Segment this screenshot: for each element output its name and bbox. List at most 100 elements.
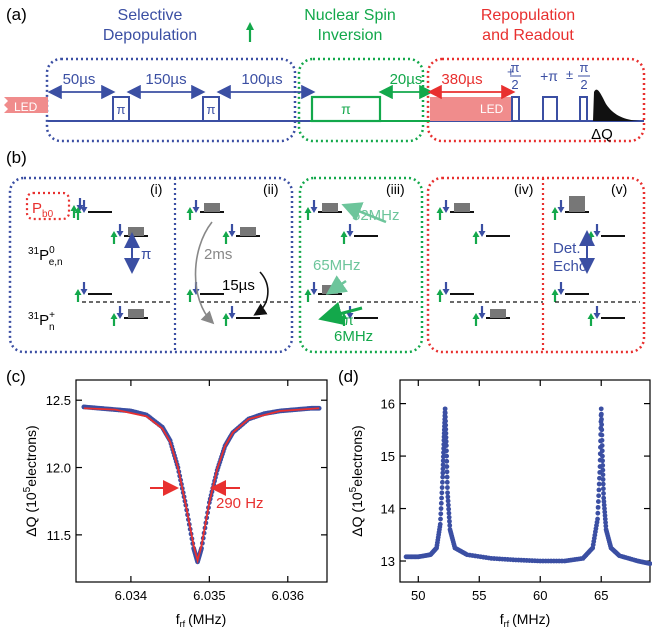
down-arrow-icon (191, 198, 201, 215)
down-arrow-icon (115, 222, 125, 239)
population-block (204, 203, 220, 212)
fit-line (83, 407, 320, 564)
x-tick-label: 6.034 (115, 588, 148, 603)
data-point (600, 486, 606, 492)
data-point (601, 502, 607, 508)
plot-d-content: 50 55 60 65 13 14 15 16 (381, 380, 652, 603)
data-point (600, 476, 606, 482)
data-point (444, 469, 450, 475)
stage2-box (297, 57, 425, 143)
data-point (442, 410, 448, 416)
data-point (440, 458, 446, 464)
rf-6mhz-pi: π (344, 312, 354, 328)
timing-50us: 50µs (63, 71, 96, 88)
data-point (444, 479, 450, 485)
half-pi-1-num: π (511, 60, 520, 75)
data-point (599, 432, 605, 438)
data-point (444, 474, 450, 480)
p0-label: 31P0 e,n (28, 245, 63, 268)
population-block (569, 196, 585, 212)
sub-label-ii: (ii) (263, 181, 279, 197)
readout-pulse-half-2 (579, 96, 588, 122)
rf-52mhz-arrow (341, 202, 387, 224)
down-arrow-icon (227, 222, 237, 239)
y-tick-label: 16 (381, 397, 395, 412)
stage3-box (426, 57, 646, 143)
stage-b-red-box (426, 176, 646, 354)
data-point (438, 500, 444, 506)
data-point (445, 490, 450, 496)
charge-transient-shape (590, 89, 640, 121)
up-arrow-icon (185, 205, 195, 222)
data-point (446, 514, 452, 520)
timing-380us: 380µs (441, 71, 482, 88)
data-point (597, 475, 602, 481)
rf-65mhz-label: 65MHz (313, 257, 361, 274)
population-block (490, 309, 506, 318)
data-point (443, 426, 449, 432)
x-tick-label: 55 (472, 588, 486, 603)
down-arrow-icon (477, 222, 487, 239)
pi-pulse-1 (112, 96, 130, 122)
sub-label-v: (v) (611, 181, 627, 197)
readout-pulse-pi (542, 96, 558, 122)
pi-pulse-2 (202, 96, 220, 122)
data-point (601, 490, 606, 496)
data-point (447, 518, 452, 524)
data-point (598, 406, 604, 412)
panel-d: (d) 50 55 60 65 13 14 15 16 ΔQ (105electrons) f… (338, 367, 652, 629)
data-point (595, 499, 601, 504)
data-point (443, 422, 449, 428)
pm-sign: ± (566, 67, 573, 82)
panel-b: (b) (i) (ii) (iii) (iv) (v) Pb0 31P0 e,n … (6, 148, 646, 354)
data-point (601, 499, 607, 504)
up-arrow-icon (586, 311, 596, 328)
x-tick-label: 6.036 (272, 588, 305, 603)
data-point (444, 458, 450, 464)
rf-6mhz-arrow (318, 301, 363, 326)
plot-c-xlabel: frf (MHz) (176, 611, 227, 629)
plot-c-content: 6.034 6.035 6.036 11.5 12.0 12.5 (46, 380, 327, 603)
plus-pi-label: +π (540, 68, 558, 84)
data-point (440, 462, 446, 468)
data-point (598, 411, 604, 417)
stage2-title-line2: Inversion (318, 27, 383, 44)
stage-b-green-box (298, 176, 424, 354)
up-arrow-icon (185, 287, 195, 304)
data-point (599, 416, 604, 422)
stage3-title-line1: Repopulation (481, 7, 575, 24)
down-arrow-icon (441, 198, 451, 215)
population-block (128, 227, 144, 236)
relax-15us-label: 15µs (222, 277, 255, 294)
panel-label-c: (c) (6, 367, 26, 386)
data-point (599, 437, 605, 443)
half-pi-2-den: 2 (580, 77, 587, 92)
x-tick-label: 65 (594, 588, 608, 603)
down-arrow-icon (227, 304, 237, 321)
data-point (603, 523, 609, 529)
up-arrow-icon (471, 229, 481, 246)
down-arrow-icon (441, 280, 451, 297)
data-point (602, 513, 608, 518)
population-block (322, 203, 338, 212)
up-arrow-icon (550, 205, 560, 222)
stage1-title-line2: Depopulation (103, 27, 197, 44)
population-block (240, 227, 256, 236)
population-block (454, 203, 470, 212)
relax-15us-arrow (253, 271, 269, 316)
data-point (599, 427, 605, 433)
panel-label-b: (b) (6, 148, 27, 167)
data-point (444, 448, 449, 454)
down-arrow-icon (309, 198, 319, 215)
relax-2ms-arrow (194, 221, 215, 325)
down-arrow-icon (477, 304, 487, 321)
x-tick-label: 6.035 (193, 588, 226, 603)
y-tick-label: 14 (381, 502, 395, 517)
data-point (602, 506, 607, 511)
plot-d-ylabel: ΔQ (105electrons) (348, 425, 365, 536)
data-point (445, 485, 450, 490)
data-point (443, 430, 449, 436)
timing-150us: 150µs (145, 71, 186, 88)
stage2-title-line1: Nuclear Spin (304, 7, 396, 24)
